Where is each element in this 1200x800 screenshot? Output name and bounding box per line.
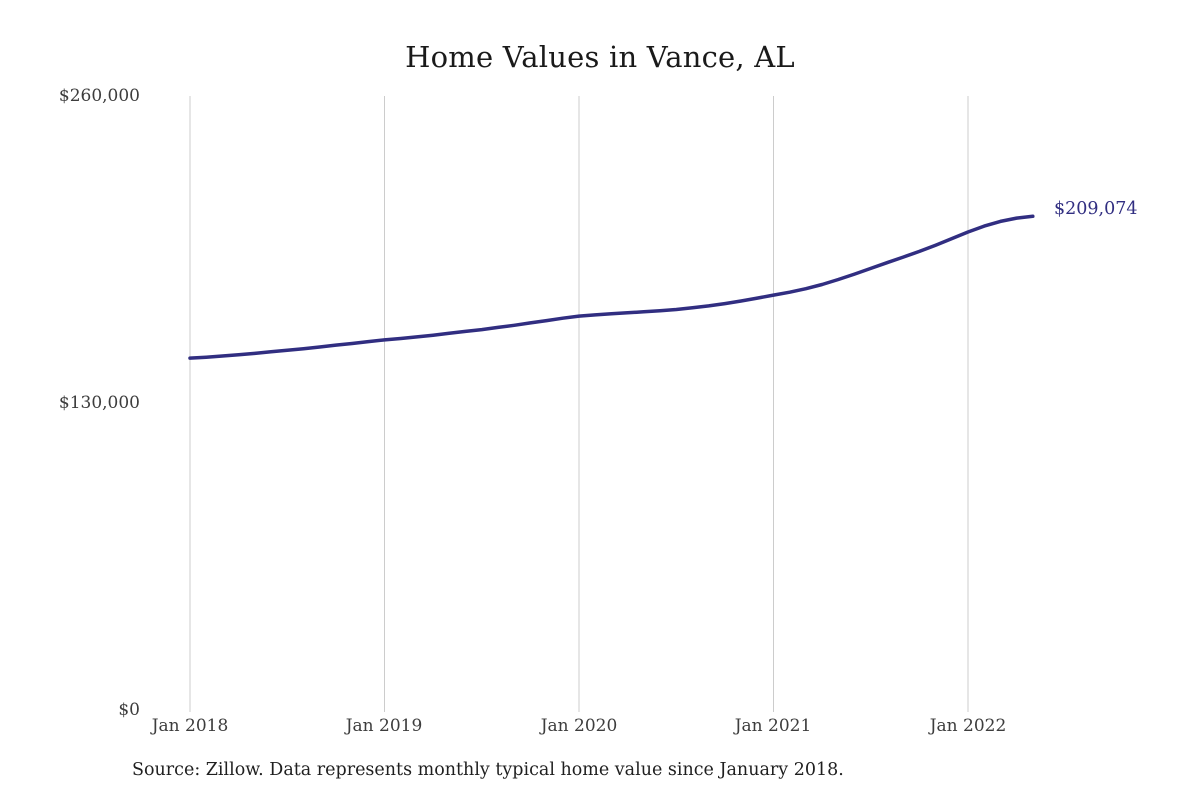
x-tick-label-jan-2020: Jan 2020 <box>540 716 618 736</box>
series-end-value-label: $209,074 <box>1054 199 1138 219</box>
y-tick-label-260000: $260,000 <box>58 86 140 106</box>
x-tick-label-jan-2021: Jan 2021 <box>734 716 812 736</box>
chart-title: Home Values in Vance, AL <box>405 40 795 74</box>
home-value-line <box>188 214 1035 360</box>
y-tick-label-130000: $130,000 <box>58 393 140 413</box>
y-tick-label-0: $0 <box>118 700 140 720</box>
x-tick-label-jan-2019: Jan 2019 <box>345 716 423 736</box>
source-note: Source: Zillow. Data represents monthly … <box>132 760 844 780</box>
x-tick-label-jan-2022: Jan 2022 <box>929 716 1007 736</box>
x-tick-label-jan-2018: Jan 2018 <box>151 716 229 736</box>
